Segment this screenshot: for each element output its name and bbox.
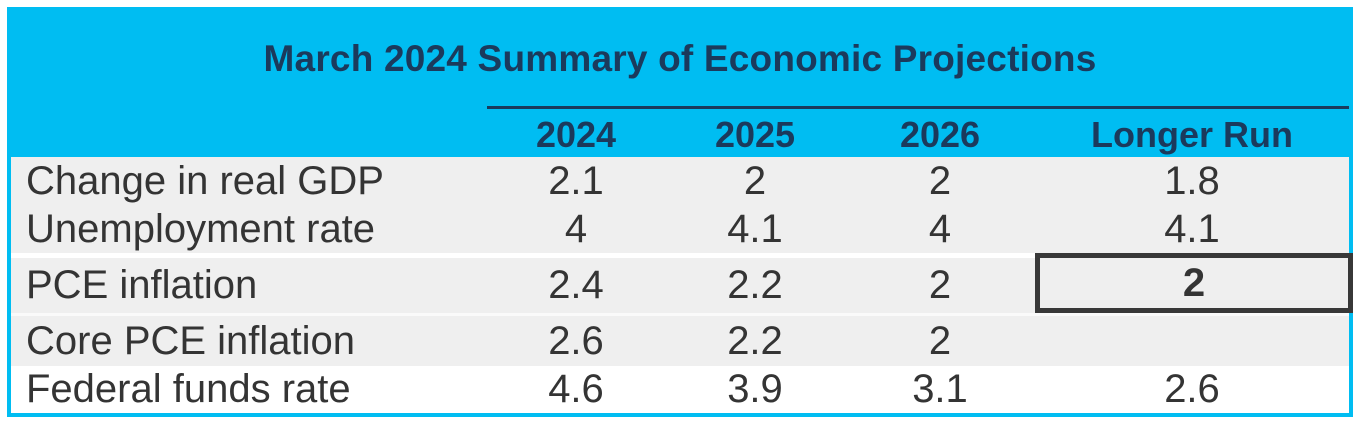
cell-gdp-2024: 2.1	[548, 158, 604, 203]
cell-pce-2025: 2.2	[727, 263, 783, 307]
column-header-row: 2024 2025 2026 Longer Run	[11, 106, 1349, 157]
column-header-2025: 2025	[714, 114, 796, 155]
row-label: Unemployment rate	[26, 206, 376, 251]
row-label: Core PCE inflation	[26, 318, 356, 363]
cell-core-2024: 2.6	[548, 318, 604, 363]
row-group-divider	[11, 253, 1349, 258]
table-title: March 2024 Summary of Economic Projectio…	[263, 38, 1097, 79]
row-divider-faint	[11, 313, 1349, 316]
column-header-2026: 2026	[899, 114, 981, 155]
column-headers: 2024 2025 2026 Longer Run	[487, 106, 1349, 157]
table-row-gdp: Change in real GDP 2.1 2 2 1.8	[11, 157, 1349, 205]
cell-unemp-2025: 4.1	[727, 206, 783, 251]
cell-pce-longer-run-highlighted: 2	[1035, 253, 1353, 313]
cell-core-longer-run-empty	[1035, 316, 1349, 366]
label-column-spacer	[11, 106, 487, 157]
cell-gdp-longer-run: 1.8	[1164, 158, 1220, 203]
row-label: Federal funds rate	[26, 367, 351, 411]
cell-gdp-2025: 2	[743, 158, 767, 203]
column-header-2024: 2024	[535, 114, 617, 155]
cell-unemp-longer-run: 4.1	[1164, 206, 1220, 251]
column-header-longer-run: Longer Run	[1091, 114, 1293, 155]
table-header-band: March 2024 Summary of Economic Projectio…	[11, 7, 1349, 157]
table-row-fed-funds: Federal funds rate 4.6 3.9 3.1 2.6	[11, 366, 1349, 413]
cell-ffr-2024: 4.6	[548, 367, 604, 411]
cell-gdp-2026: 2	[928, 158, 952, 203]
table-row-pce: PCE inflation 2.4 2.2 2 2	[11, 253, 1353, 313]
cell-pce-2024: 2.4	[548, 263, 604, 307]
cell-pce-2026: 2	[928, 263, 952, 307]
cell-ffr-2026: 3.1	[912, 367, 968, 411]
cell-core-2026: 2	[928, 318, 952, 363]
cell-unemp-2026: 4	[928, 206, 952, 251]
row-label: PCE inflation	[26, 263, 258, 307]
table-row-core-pce: Core PCE inflation 2.6 2.2 2	[11, 316, 1349, 366]
cell-ffr-longer-run: 2.6	[1164, 367, 1220, 411]
cell-unemp-2024: 4	[564, 206, 588, 251]
cell-core-2025: 2.2	[727, 318, 783, 363]
projections-table: March 2024 Summary of Economic Projectio…	[7, 7, 1353, 417]
table-row-unemployment: Unemployment rate 4 4.1 4 4.1	[11, 205, 1349, 253]
table-body: Change in real GDP 2.1 2 2 1.8 Unemploym…	[11, 157, 1353, 413]
row-label: Change in real GDP	[26, 158, 384, 203]
cell-ffr-2025: 3.9	[727, 367, 783, 411]
